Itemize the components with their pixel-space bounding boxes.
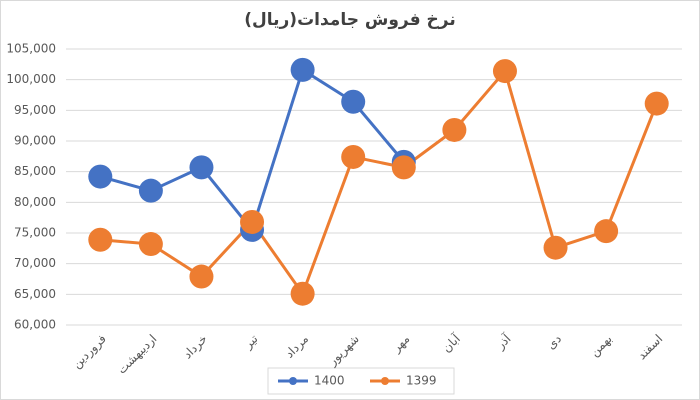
y-tick-label: 90,000 <box>14 134 56 148</box>
y-tick-label: 80,000 <box>14 195 56 209</box>
y-tick-label: 60,000 <box>14 318 56 332</box>
legend-marker <box>289 377 297 385</box>
chart-title: نرخ فروش جامدات(ریال) <box>244 10 456 30</box>
marker <box>442 117 467 142</box>
marker <box>391 155 416 180</box>
y-tick-label: 100,000 <box>6 72 56 86</box>
legend-marker <box>381 377 389 385</box>
marker <box>138 178 163 203</box>
y-tick-label: 70,000 <box>14 256 56 270</box>
y-tick-label: 85,000 <box>14 164 56 178</box>
marker <box>492 59 517 84</box>
marker <box>189 264 214 289</box>
marker <box>189 155 214 180</box>
y-tick-label: 105,000 <box>6 42 56 56</box>
legend-label: 1399 <box>406 374 437 388</box>
legend-label: 1400 <box>314 374 345 388</box>
marker <box>341 144 366 169</box>
marker <box>543 235 568 260</box>
marker <box>88 164 113 189</box>
marker <box>138 232 163 257</box>
marker <box>341 89 366 114</box>
marker <box>594 219 619 244</box>
y-tick-label: 95,000 <box>14 103 56 117</box>
marker <box>240 209 265 234</box>
marker <box>290 57 315 82</box>
marker <box>290 281 315 306</box>
y-tick-label: 65,000 <box>14 287 56 301</box>
y-tick-label: 75,000 <box>14 226 56 240</box>
marker <box>644 91 669 116</box>
marker <box>88 227 113 252</box>
